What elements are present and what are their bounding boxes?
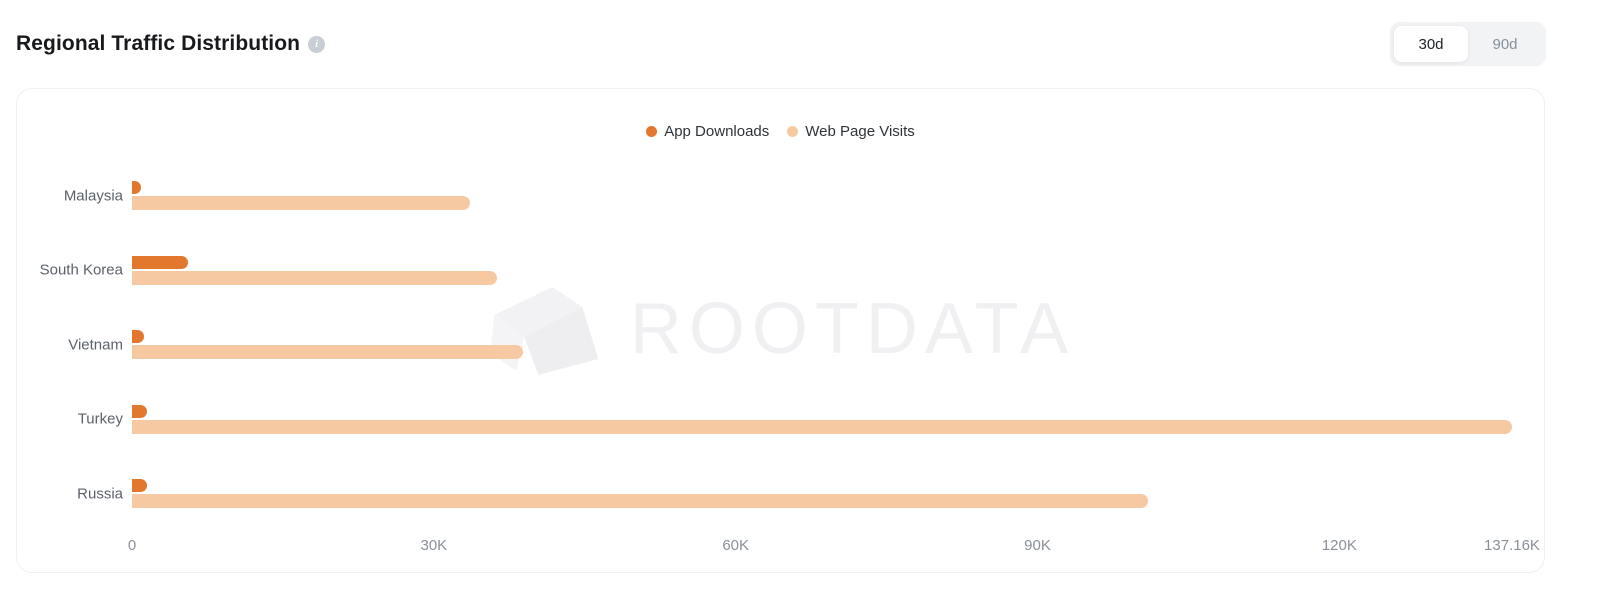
- chart-card: App Downloads Web Page Visits ROOTDATA M…: [16, 88, 1545, 573]
- bar-web-page-visits[interactable]: [132, 494, 1149, 508]
- bar-web-page-visits[interactable]: [132, 345, 524, 359]
- legend-item-web-page-visits[interactable]: Web Page Visits: [787, 123, 915, 140]
- x-axis: 0 30K 60K 90K 120K 137.16K: [128, 537, 1540, 557]
- x-tick-label: 30K: [420, 537, 448, 554]
- x-tick-label: 120K: [1321, 537, 1357, 554]
- x-tick-label: 60K: [722, 537, 750, 554]
- range-option-30d[interactable]: 30d: [1394, 26, 1468, 62]
- legend-item-app-downloads[interactable]: App Downloads: [646, 123, 769, 140]
- bar-web-page-visits[interactable]: [132, 270, 498, 285]
- bar-plot-area: Malaysia South Korea Vietnam Turkey Russia: [40, 181, 1512, 511]
- bar-app-downloads[interactable]: [132, 330, 145, 343]
- bar-app-downloads[interactable]: [132, 479, 148, 492]
- category-label: South Korea: [39, 261, 123, 279]
- category-label: Russia: [77, 485, 123, 502]
- page-header: Regional Traffic Distribution i 30d 90d: [0, 0, 1600, 66]
- bar-row-south-korea: South Korea: [40, 255, 1512, 285]
- bar-app-downloads[interactable]: [132, 255, 189, 269]
- x-tick-label: 90K: [1024, 537, 1051, 554]
- page-title: Regional Traffic Distribution: [16, 32, 301, 55]
- x-tick-label: 0: [127, 537, 137, 554]
- category-label: Turkey: [77, 410, 123, 428]
- legend-label: App Downloads: [664, 123, 770, 140]
- bar-app-downloads[interactable]: [132, 404, 148, 418]
- bar-app-downloads[interactable]: [132, 181, 142, 194]
- chart-legend: App Downloads Web Page Visits: [17, 123, 1544, 140]
- range-toggle: 30d 90d: [1390, 22, 1546, 66]
- x-tick-label: 137.16K: [1484, 537, 1540, 554]
- bar-row-malaysia: Malaysia: [64, 181, 1512, 210]
- category-label: Malaysia: [63, 187, 123, 204]
- bar-row-russia: Russia: [77, 479, 1512, 508]
- legend-dot-app-downloads: [646, 126, 658, 137]
- legend-dot-web-page-visits: [787, 126, 799, 137]
- title-wrap: Regional Traffic Distribution i: [16, 32, 326, 56]
- legend-label: Web Page Visits: [805, 123, 915, 140]
- bar-row-turkey: Turkey: [78, 404, 1512, 434]
- bar-web-page-visits[interactable]: [132, 196, 471, 210]
- range-option-90d[interactable]: 90d: [1468, 26, 1542, 62]
- bar-row-vietnam: Vietnam: [68, 330, 1512, 359]
- category-label: Vietnam: [68, 336, 123, 353]
- info-icon[interactable]: i: [308, 35, 326, 53]
- bar-web-page-visits[interactable]: [132, 419, 1512, 434]
